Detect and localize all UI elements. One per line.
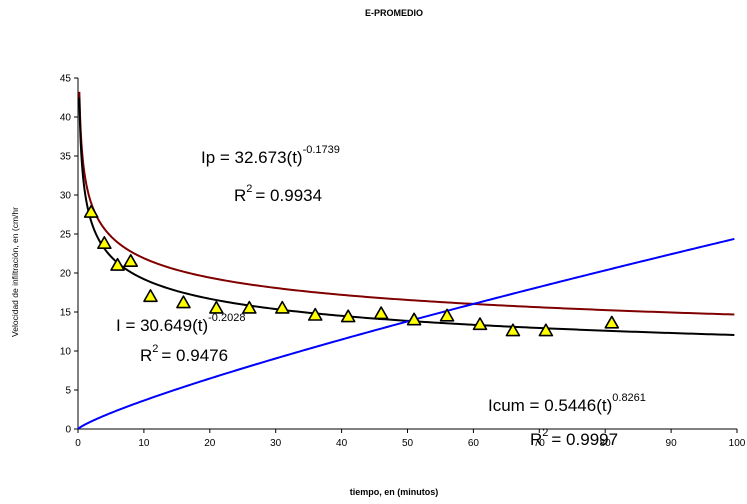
trend-curve-3	[77, 237, 735, 430]
annotation-i-exponent: -0.2028	[208, 312, 245, 324]
annotation-i-r2-letter: R	[140, 346, 152, 365]
annotation-icum-exponent: 0.8261	[612, 392, 646, 404]
annotation-ip-r2-letter: R	[234, 186, 246, 205]
data-point	[242, 300, 257, 314]
annotation-ip-equation: Ip = 32.673(t)-0.1739	[201, 144, 340, 167]
x-tick-label: 20	[204, 438, 216, 449]
annotation-icum-base: Icum = 0.5446(t)	[488, 396, 612, 415]
annotation-ip-r2: R2 = 0.9934	[234, 183, 322, 205]
x-tick-label: 60	[468, 438, 480, 449]
annotation-i-base: I = 30.649(t)	[116, 316, 208, 335]
annotation-i-r2: R2 = 0.9476	[140, 343, 228, 365]
data-point	[604, 315, 620, 329]
data-point	[274, 300, 290, 314]
y-axis-label: Velocidad de infiltración, en (cm/hr	[10, 207, 20, 337]
data-point	[505, 323, 521, 337]
trend-curve-1	[78, 91, 735, 316]
data-point	[97, 236, 112, 250]
x-axis-label: tiempo, en (minutos)	[350, 487, 439, 497]
y-axis: 0 5 10 15 20 25 30 35 40 45	[60, 74, 79, 436]
data-markers	[83, 204, 620, 337]
annotation-icum-r2-letter: R	[530, 430, 542, 449]
data-point	[307, 307, 323, 321]
y-tick-label: 5	[65, 386, 71, 397]
data-point	[406, 312, 422, 326]
data-point	[176, 295, 191, 309]
x-tick-label: 40	[336, 438, 348, 449]
x-tick-label: 10	[138, 438, 150, 449]
x-tick-label: 30	[270, 438, 282, 449]
annotation-icum-r2: R2 = 0.9997	[530, 427, 618, 449]
x-tick-label: 100	[729, 438, 746, 449]
annotation-ip-base: Ip = 32.673(t)	[201, 148, 303, 167]
data-point	[538, 323, 554, 337]
annotation-i-r2-value: = 0.9476	[161, 346, 228, 365]
x-tick-label: 90	[666, 438, 678, 449]
y-tick-label: 45	[60, 74, 72, 85]
data-point	[83, 204, 99, 218]
x-tick-label: 50	[402, 438, 414, 449]
annotation-icum-equation: Icum = 0.5446(t)0.8261	[488, 392, 646, 415]
x-tick-label: 70	[534, 438, 546, 449]
y-tick-label: 20	[60, 269, 72, 280]
y-tick-label: 25	[60, 230, 72, 241]
annotation-ip-exponent: -0.1739	[303, 144, 340, 156]
chart-title: E-PROMEDIO	[365, 8, 423, 18]
annotation-i-equation: I = 30.649(t)-0.2028	[116, 312, 245, 335]
data-point	[340, 309, 356, 323]
plot-area	[78, 78, 737, 429]
data-point	[123, 254, 139, 267]
x-tick-label: 80	[600, 438, 612, 449]
data-point	[110, 257, 125, 271]
y-tick-label: 40	[60, 113, 72, 124]
data-point	[209, 300, 224, 314]
y-tick-label: 35	[60, 152, 72, 163]
x-tick-label: 0	[75, 438, 81, 449]
y-tick-label: 30	[60, 191, 72, 202]
x-axis: 0 10 20 30 40 50 60 70 80 90 100	[75, 428, 746, 449]
y-tick-label: 10	[60, 347, 72, 358]
data-point	[143, 289, 158, 303]
y-tick-label: 0	[65, 425, 71, 436]
data-point	[472, 317, 488, 331]
y-tick-label: 15	[60, 308, 72, 319]
trend-curve-2	[78, 97, 735, 336]
data-point	[439, 308, 455, 322]
data-point	[373, 306, 389, 320]
trend-curves	[77, 91, 735, 430]
annotation-icum-r2-value: = 0.9997	[551, 430, 618, 449]
annotation-ip-r2-value: = 0.9934	[255, 186, 322, 205]
